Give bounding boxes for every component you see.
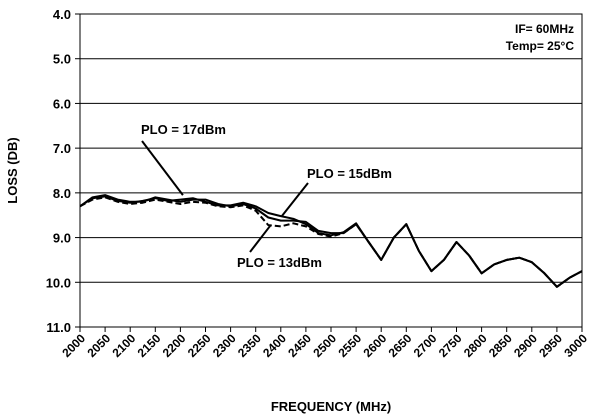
x-tick-label: 2850 bbox=[486, 331, 515, 360]
x-tick-label: 2600 bbox=[361, 331, 390, 360]
y-tick-label: 4.0 bbox=[53, 7, 71, 22]
y-tick-label: 10.0 bbox=[46, 275, 71, 290]
condition-if-label: IF= 60MHz bbox=[515, 22, 574, 36]
annotation-leader bbox=[281, 182, 309, 217]
x-tick-label: 3000 bbox=[561, 331, 590, 360]
series-line bbox=[79, 196, 583, 288]
x-tick-label: 2100 bbox=[110, 331, 139, 360]
x-tick-label: 2900 bbox=[511, 331, 540, 360]
x-tick-label: 2550 bbox=[335, 331, 364, 360]
plot-frame bbox=[79, 13, 583, 328]
x-tick-label: 2150 bbox=[135, 331, 164, 360]
series-group bbox=[79, 194, 583, 288]
x-tick-label: 2650 bbox=[386, 331, 415, 360]
x-tick-label: 2450 bbox=[285, 331, 314, 360]
x-tick-label: 2400 bbox=[260, 331, 289, 360]
series-line bbox=[79, 194, 583, 288]
annotation-leader bbox=[249, 224, 272, 253]
x-tick-label: 2750 bbox=[436, 331, 465, 360]
annotation-label: PLO = 15dBm bbox=[307, 166, 392, 181]
x-axis-title: FREQUENCY (MHz) bbox=[271, 399, 391, 414]
x-tick-label: 2000 bbox=[59, 331, 88, 360]
x-tick-label: 2700 bbox=[411, 331, 440, 360]
x-tick-label: 2250 bbox=[185, 331, 214, 360]
x-tick-label: 2350 bbox=[235, 331, 264, 360]
condition-temp-label: Temp= 25°C bbox=[506, 39, 575, 53]
y-tick-label: 9.0 bbox=[53, 231, 71, 246]
y-tick-labels: 4.0 5.0 6.0 7.0 8.0 9.0 10.0 11.0 bbox=[46, 7, 71, 335]
x-tick-label: 2800 bbox=[461, 331, 490, 360]
annotations: PLO = 17dBm PLO = 15dBm PLO = 13dBm bbox=[141, 122, 392, 270]
y-axis-title: LOSS (DB) bbox=[5, 137, 20, 203]
x-tick-label: 2300 bbox=[210, 331, 239, 360]
x-tick-labels: 2000205021002150220022502300235024002450… bbox=[59, 331, 590, 360]
y-tick-label: 5.0 bbox=[53, 52, 71, 67]
y-tick-label: 8.0 bbox=[53, 186, 71, 201]
y-tick-label: 7.0 bbox=[53, 141, 71, 156]
x-tick-label: 2500 bbox=[310, 331, 339, 360]
annotation-label: PLO = 17dBm bbox=[141, 122, 226, 137]
annotation-leader bbox=[141, 140, 184, 196]
annotation-label: PLO = 13dBm bbox=[237, 255, 322, 270]
axes bbox=[79, 13, 583, 328]
y-tick-label: 6.0 bbox=[53, 96, 71, 111]
series-line bbox=[79, 195, 583, 288]
x-tick-label: 2050 bbox=[84, 331, 113, 360]
x-tick-label: 2200 bbox=[160, 331, 189, 360]
x-tick-label: 2950 bbox=[536, 331, 565, 360]
y-tick-label: 11.0 bbox=[46, 320, 71, 335]
